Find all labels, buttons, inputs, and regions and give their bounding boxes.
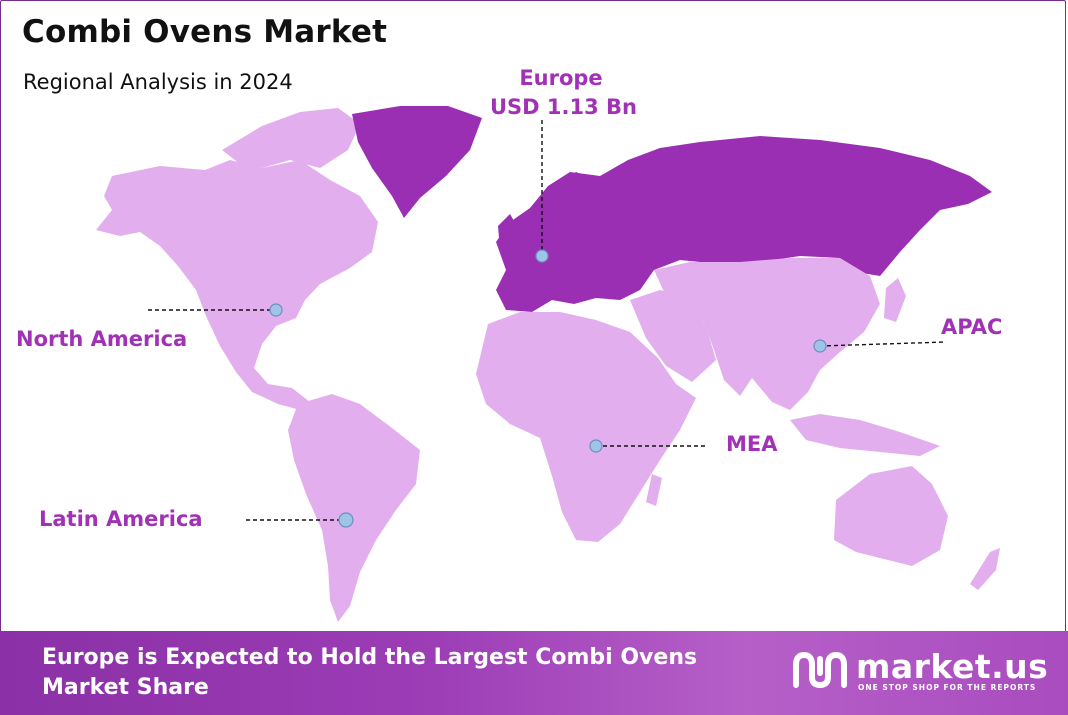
region-apac-asia — [654, 258, 880, 410]
europe-value: USD 1.13 Bn — [490, 95, 637, 119]
apac-leader-line — [819, 341, 947, 347]
latin-america-marker — [338, 512, 354, 528]
region-greenland — [352, 106, 482, 218]
region-japan — [884, 278, 906, 322]
region-central-america — [268, 384, 310, 408]
region-scandinavia — [540, 172, 594, 232]
apac-label: APAC — [941, 315, 1003, 339]
north-america-marker — [269, 303, 283, 317]
region-se-asia-islands — [790, 414, 940, 456]
chart-title: Combi Ovens Market — [22, 14, 388, 50]
region-mea-africa — [476, 312, 696, 542]
europe-region-name: Europe — [519, 66, 603, 90]
region-british-isles — [498, 214, 518, 250]
chart-subtitle: Regional Analysis in 2024 — [23, 70, 293, 94]
footer-message: Europe is Expected to Hold the Largest C… — [42, 645, 698, 700]
brand-logo: market.us ONE STOP SHOP FOR THE REPORTS — [790, 647, 1050, 697]
brand-name: market.us — [856, 647, 1049, 686]
region-north-america — [96, 160, 378, 410]
region-australia — [834, 466, 948, 566]
region-new-zealand — [970, 548, 1000, 590]
region-europe — [496, 136, 992, 312]
europe-label: Europe USD 1.13 Bn — [490, 64, 637, 122]
brand-tagline: ONE STOP SHOP FOR THE REPORTS — [858, 683, 1037, 692]
latin-america-label: Latin America — [39, 507, 203, 531]
region-arctic-islands — [222, 108, 360, 168]
region-latin-america — [288, 394, 420, 622]
region-madagascar — [646, 474, 662, 506]
mea-label: MEA — [726, 432, 778, 456]
europe-marker — [535, 249, 549, 263]
region-mea-middle-east — [630, 290, 716, 382]
mea-marker — [589, 439, 603, 453]
world-map — [96, 106, 1000, 622]
apac-marker — [813, 339, 827, 353]
market-us-logo-icon — [793, 651, 847, 689]
footer-banner: Europe is Expected to Hold the Largest C… — [0, 631, 1068, 715]
north-america-label: North America — [16, 327, 188, 351]
